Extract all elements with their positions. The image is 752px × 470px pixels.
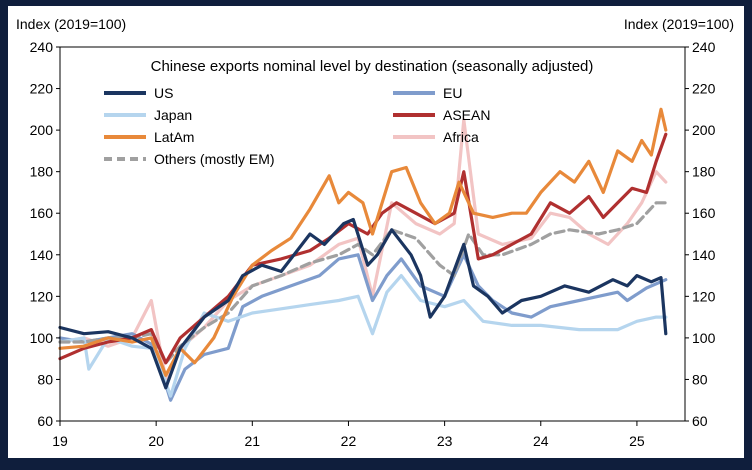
ytick-right-label: 60 [692,413,708,429]
chart-panel: Index (2019=100) Index (2019=100) 60 60 80… [8,6,744,458]
legend-label-0: US [154,85,173,101]
chart-title: Chinese exports nominal level by destina… [151,58,594,75]
ytick-left-label: 160 [30,205,54,221]
legend: US EU Japan ASEAN LatAm Africa Others (mostly … [104,85,490,167]
xtick-label: 21 [245,433,261,449]
ytick-left-label: 180 [30,164,54,180]
series-line-1 [58,253,668,402]
xtick-label: 24 [533,433,549,449]
legend-label-1: EU [443,85,462,101]
right-axis-label: Index (2019=100) [624,16,734,32]
legend-label-5: Africa [443,129,479,145]
legend-label-6: Others (mostly EM) [154,151,275,167]
ytick-left-label: 100 [30,330,54,346]
xtick-label: 23 [437,433,453,449]
ytick-left-label: 60 [37,413,53,429]
xtick-label: 25 [629,433,645,449]
ytick-right-label: 220 [692,81,716,97]
xtick-label: 19 [52,433,68,449]
ytick-left-label: 80 [37,371,53,387]
ytick-right-label: 140 [692,247,716,263]
left-axis-label: Index (2019=100) [16,16,126,32]
ytick-right-label: 180 [692,164,716,180]
ytick-right-label: 240 [692,39,716,55]
ytick-right-label: 80 [692,371,708,387]
ytick-right-label: 160 [692,205,716,221]
ytick-left-label: 120 [30,288,54,304]
series-line-3 [58,132,668,365]
ytick-right-label: 100 [692,330,716,346]
ytick-right-label: 200 [692,122,716,138]
xtick-label: 22 [341,433,357,449]
legend-label-4: LatAm [154,129,194,145]
ytick-left-label: 200 [30,122,54,138]
plot-area-frame [59,46,686,422]
ytick-left-label: 140 [30,247,54,263]
xtick-label: 20 [148,433,164,449]
ytick-right-label: 120 [692,288,716,304]
legend-label-2: Japan [154,107,192,123]
series-line-0 [58,217,668,390]
legend-label-3: ASEAN [443,107,490,123]
ytick-left-label: 240 [30,39,54,55]
ytick-left-label: 220 [30,81,54,97]
line-chart: Index (2019=100) Index (2019=100) 60 60 80… [16,16,734,449]
series-line-4 [58,107,668,377]
